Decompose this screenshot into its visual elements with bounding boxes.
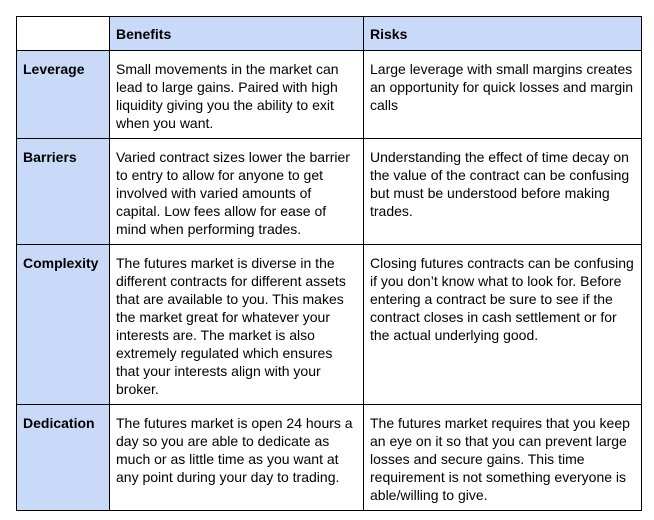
header-risks: Risks: [363, 16, 642, 51]
row-label-complexity: Complexity: [16, 244, 110, 405]
table-row-complexity: Complexity The futures market is diverse…: [16, 244, 642, 405]
table-row-dedication: Dedication The futures market is open 24…: [16, 404, 642, 511]
row-label-leverage: Leverage: [16, 50, 110, 139]
benefits-cell-leverage: Small movements in the market can lead t…: [109, 50, 364, 139]
table-row-barriers: Barriers Varied contract sizes lower the…: [16, 138, 642, 245]
risks-cell-complexity: Closing futures contracts can be confusi…: [363, 244, 642, 405]
corner-cell: [16, 16, 110, 51]
row-label-dedication: Dedication: [16, 404, 110, 511]
benefits-cell-complexity: The futures market is diverse in the dif…: [109, 244, 364, 405]
table-row-leverage: Leverage Small movements in the market c…: [16, 50, 642, 139]
benefits-cell-barriers: Varied contract sizes lower the barrier …: [109, 138, 364, 245]
risks-cell-leverage: Large leverage with small margins create…: [363, 50, 642, 139]
row-label-barriers: Barriers: [16, 138, 110, 245]
header-benefits: Benefits: [109, 16, 364, 51]
risks-cell-barriers: Understanding the effect of time decay o…: [363, 138, 642, 245]
benefits-cell-dedication: The futures market is open 24 hours a da…: [109, 404, 364, 511]
risks-cell-dedication: The futures market requires that you kee…: [363, 404, 642, 511]
benefits-risks-table: Benefits Risks Leverage Small movements …: [16, 16, 642, 511]
table-header-row: Benefits Risks: [16, 16, 642, 51]
